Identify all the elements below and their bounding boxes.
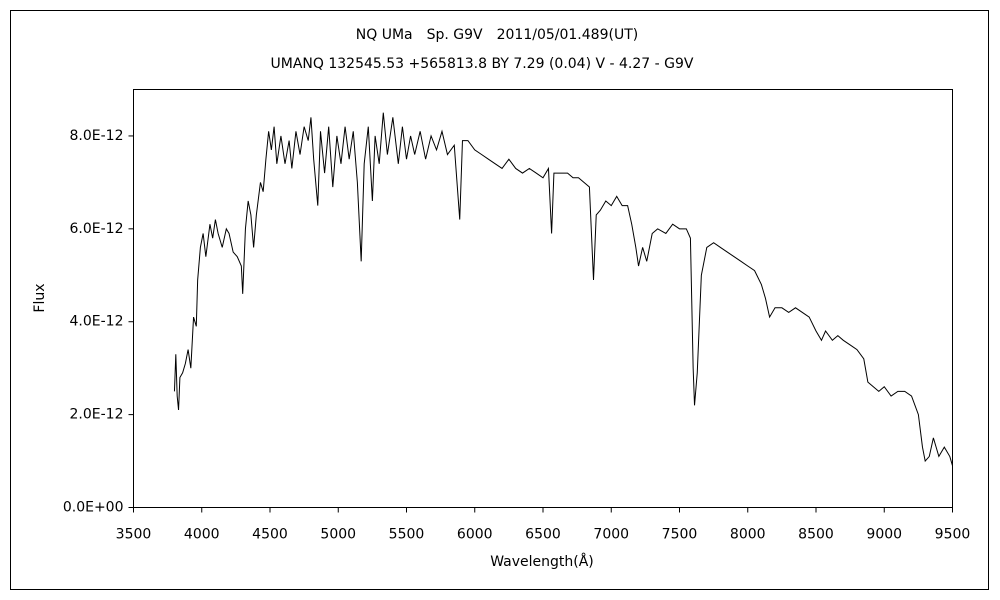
y-tick-label: 8.0E-12	[70, 128, 124, 144]
x-tick-label: 7000	[593, 527, 629, 543]
x-tick-label: 9000	[866, 527, 902, 543]
y-tick-label: 0.0E+00	[63, 500, 124, 516]
y-tick-label: 2.0E-12	[70, 407, 124, 423]
x-tick-label: 3500	[116, 527, 152, 543]
x-tick-label: 5500	[389, 527, 425, 543]
spectrum-line	[173, 112, 953, 466]
x-tick-label: 6500	[525, 527, 561, 543]
y-axis-label: Flux	[32, 283, 48, 312]
chart-title: NQ UMa Sp. G9V 2011/05/01.489(UT)	[356, 27, 638, 43]
y-tick-label: 6.0E-12	[70, 221, 124, 237]
x-tick-label: 8000	[730, 527, 766, 543]
x-tick-label: 4000	[184, 527, 220, 543]
x-tick-label: 4500	[252, 527, 288, 543]
y-tick-label: 4.0E-12	[70, 314, 124, 330]
x-tick-label: 5000	[320, 527, 356, 543]
x-tick-label: 8500	[798, 527, 834, 543]
chart-subtitle: UMANQ 132545.53 +565813.8 BY 7.29 (0.04)…	[271, 56, 694, 72]
x-tick-label: 6000	[457, 527, 493, 543]
x-axis-label: Wavelength(Å)	[490, 553, 594, 570]
x-tick-label: 7500	[662, 527, 698, 543]
chart-frame	[10, 10, 989, 590]
x-tick-label: 9500	[935, 527, 971, 543]
